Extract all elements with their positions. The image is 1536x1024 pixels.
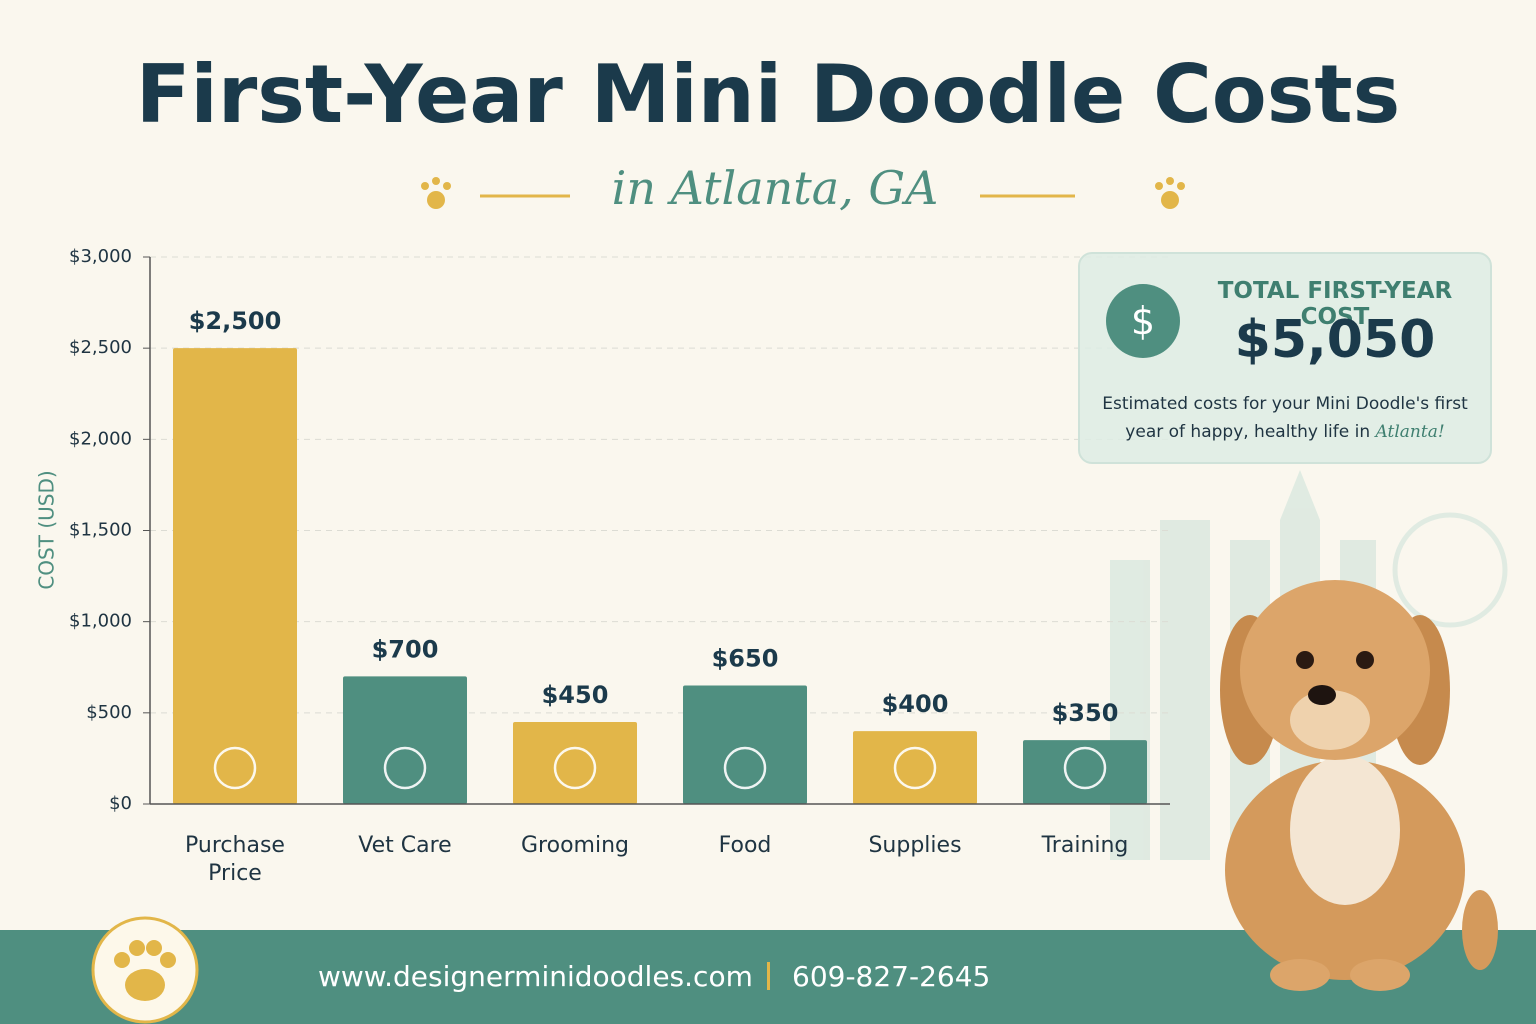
y-tick-label: $3,000 — [69, 246, 132, 267]
separator — [767, 962, 770, 990]
bar-icon — [893, 746, 937, 790]
x-tick-label: Food — [718, 833, 772, 858]
bar-icon — [723, 746, 767, 790]
bar-icon — [213, 746, 257, 790]
bar-icon — [1063, 746, 1107, 790]
paw-icon — [1155, 177, 1185, 209]
callout-total: $5,050 — [1234, 310, 1436, 370]
bar — [513, 721, 637, 804]
value-label: $400 — [882, 690, 949, 718]
value-label: $650 — [712, 644, 779, 672]
callout-heading: TOTAL FIRST-YEAR COST — [1217, 278, 1453, 330]
callout-description: Estimated costs for your Mini Doodle's f… — [1102, 394, 1468, 442]
x-tick-label: Supplies — [868, 833, 962, 858]
y-tick-label: $2,500 — [69, 337, 132, 358]
phone[interactable]: 609-827-2645 — [792, 960, 991, 993]
x-tick-label: Vet Care — [358, 833, 452, 858]
value-label: $2,500 — [189, 307, 282, 335]
x-tick-label: Purchase Price — [185, 833, 285, 886]
value-label: $350 — [1052, 699, 1119, 727]
total-callout: $ TOTAL FIRST-YEAR COST $5,050 Estimated… — [1078, 252, 1492, 464]
bar — [683, 685, 807, 804]
bar-icon — [553, 746, 597, 790]
x-tick-label: Training — [1041, 833, 1129, 858]
value-label: $700 — [372, 635, 439, 663]
value-label: $450 — [542, 681, 609, 709]
bar-icon — [383, 746, 427, 790]
y-tick-label: $1,500 — [69, 520, 132, 541]
paw-icon — [421, 177, 451, 209]
bar — [1023, 740, 1147, 804]
x-tick-label: Grooming — [521, 833, 629, 858]
bar — [173, 348, 297, 804]
bar — [853, 731, 977, 804]
callout-text: Estimated costs for your Mini Doodle's f… — [1100, 390, 1470, 446]
y-axis-label: COST (USD) — [35, 470, 59, 589]
chart-title: First-Year Mini Doodle Costs — [136, 48, 1401, 141]
paw-icon — [114, 940, 176, 1001]
dollar-icon: $ — [1106, 284, 1180, 358]
puppy — [1220, 580, 1498, 991]
callout-highlight: Atlanta! — [1375, 422, 1445, 442]
y-tick-label: $1,000 — [69, 611, 132, 632]
bar — [343, 676, 467, 804]
website[interactable]: www.designerminidoodles.com — [318, 960, 753, 993]
y-tick-label: $0 — [109, 793, 132, 814]
y-tick-label: $500 — [86, 702, 132, 723]
y-tick-label: $2,000 — [69, 428, 132, 449]
chart-subtitle: in Atlanta, GA — [612, 161, 939, 215]
